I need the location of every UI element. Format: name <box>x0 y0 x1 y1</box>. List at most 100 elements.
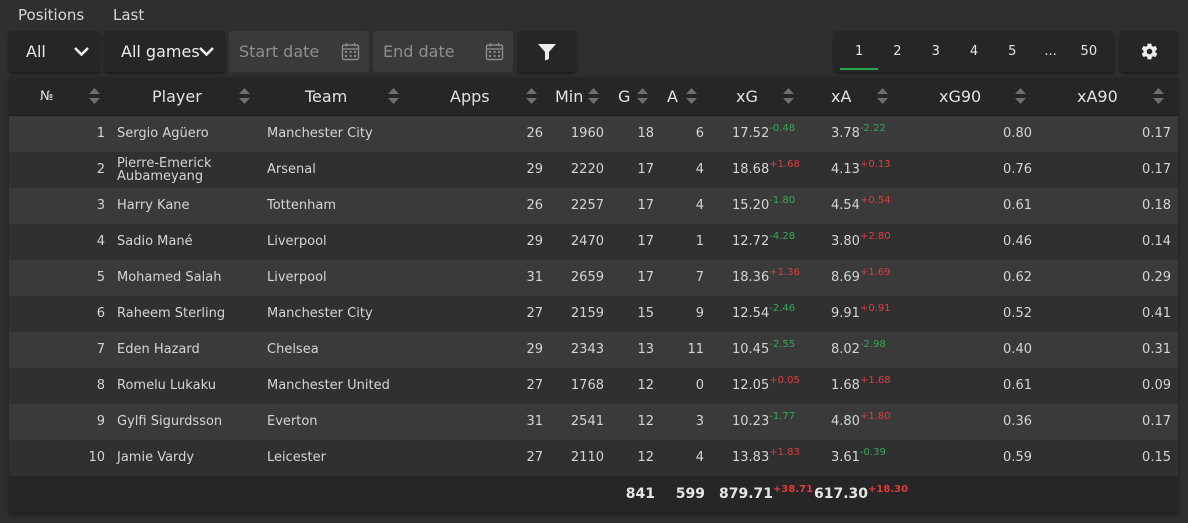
apps-value: 29 <box>526 162 543 177</box>
header-team[interactable]: Team <box>305 87 348 106</box>
header-xa[interactable]: xA <box>831 87 852 106</box>
min-value: 2257 <box>570 198 604 213</box>
sort-icon[interactable] <box>525 87 538 105</box>
player-name[interactable]: Harry Kane <box>117 198 190 213</box>
start-date-field[interactable]: Start date <box>229 31 369 72</box>
page-button[interactable]: 4 <box>969 44 979 59</box>
xa-delta: +2.80 <box>859 231 891 242</box>
player-name[interactable]: Jamie Vardy <box>117 450 195 465</box>
xg-delta: -4.28 <box>769 231 796 242</box>
team-name[interactable]: Tottenham <box>267 198 336 213</box>
nav-last[interactable]: Last <box>113 6 145 24</box>
xa90-value: 0.18 <box>1142 198 1171 213</box>
player-name[interactable]: Gylfi Sigurdsson <box>117 414 223 429</box>
xg-value: 18.68 <box>732 162 770 177</box>
filter-button[interactable] <box>518 31 576 72</box>
team-name[interactable]: Arsenal <box>267 162 316 177</box>
total-g: 841 <box>625 486 655 502</box>
xa90-value: 0.14 <box>1142 234 1171 249</box>
xa-delta: +1.68 <box>859 375 891 386</box>
header-a[interactable]: A <box>667 87 678 106</box>
page-button[interactable]: 50 <box>1080 44 1098 59</box>
xg-cell: 18.36+1.36 <box>732 260 800 296</box>
settings-button[interactable] <box>1120 31 1178 72</box>
sort-icon[interactable] <box>587 87 600 105</box>
player-name[interactable]: Romelu Lukaku <box>117 378 216 393</box>
xg-delta: -1.77 <box>769 411 796 422</box>
page-button[interactable]: 5 <box>1008 44 1017 59</box>
calendar-icon[interactable] <box>485 42 504 61</box>
table-row[interactable]: 6 Raheem Sterling Manchester City 27 2159 15 9… <box>9 296 1178 332</box>
table-row[interactable]: 2 Pierre-Emerick Aubameyang Arsenal 29 2220 1… <box>9 152 1178 188</box>
xa-cell: 3.80+2.80 <box>831 224 891 260</box>
xa-cell: 4.80+1.80 <box>831 404 891 440</box>
xa-delta: -2.22 <box>859 123 886 134</box>
table-row[interactable]: 4 Sadio Mané Liverpool 29 2470 17 1 12.72-4.28 3… <box>9 224 1178 260</box>
team-name[interactable]: Liverpool <box>267 234 327 249</box>
table-row[interactable]: 5 Mohamed Salah Liverpool 31 2659 17 7 18.36+1.… <box>9 260 1178 296</box>
header-xg90[interactable]: xG90 <box>939 87 982 106</box>
player-name[interactable]: Sadio Mané <box>117 234 193 249</box>
xg-cell: 12.72-4.28 <box>732 224 795 260</box>
page-ellipsis: ... <box>1044 44 1057 59</box>
sort-icon[interactable] <box>1014 87 1027 105</box>
team-name[interactable]: Everton <box>267 414 318 429</box>
sort-icon[interactable] <box>782 87 795 105</box>
team-name[interactable]: Manchester City <box>267 306 373 321</box>
table-row[interactable]: 8 Romelu Lukaku Manchester United 27 1768 12 0… <box>9 368 1178 404</box>
xg-value: 17.52 <box>732 126 770 141</box>
chevron-down-icon <box>199 47 214 57</box>
table-row[interactable]: 3 Harry Kane Tottenham 26 2257 17 4 15.20-1.80 4… <box>9 188 1178 224</box>
assists-value: 1 <box>695 234 704 249</box>
page-button[interactable]: 3 <box>931 44 940 59</box>
table-row[interactable]: 9 Gylfi Sigurdsson Everton 31 2541 12 3 10.23-1… <box>9 404 1178 440</box>
header-min[interactable]: Min <box>555 87 584 106</box>
total-xg-value: 879.71 <box>719 486 774 502</box>
end-date-field[interactable]: End date <box>373 31 513 72</box>
page-button[interactable]: 2 <box>893 44 902 59</box>
header-player[interactable]: Player <box>152 87 202 106</box>
player-name[interactable]: Mohamed Salah <box>117 270 222 285</box>
xa-delta: -0.39 <box>859 447 886 458</box>
player-name[interactable]: Eden Hazard <box>117 342 200 357</box>
sort-icon[interactable] <box>685 87 698 105</box>
team-name[interactable]: Manchester City <box>267 126 373 141</box>
sort-icon[interactable] <box>876 87 889 105</box>
table-row[interactable]: 10 Jamie Vardy Leicester 27 2110 12 4 13.83+1.8… <box>9 440 1178 476</box>
player-name[interactable]: Sergio Agüero <box>117 126 209 141</box>
player-name[interactable]: Pierre-Emerick Aubameyang <box>117 156 212 184</box>
apps-value: 31 <box>526 414 543 429</box>
header-apps[interactable]: Apps <box>450 87 490 106</box>
min-value: 2343 <box>570 342 604 357</box>
sort-icon[interactable] <box>88 87 101 105</box>
header-g[interactable]: G <box>618 87 631 106</box>
page-button[interactable]: 1 <box>840 31 879 72</box>
sort-icon[interactable] <box>1152 87 1165 105</box>
apps-value: 29 <box>526 342 543 357</box>
games-select[interactable]: All games <box>104 31 225 72</box>
team-name[interactable]: Liverpool <box>267 270 327 285</box>
player-name[interactable]: Raheem Sterling <box>117 306 226 321</box>
header-xg[interactable]: xG <box>736 87 758 106</box>
assists-value: 4 <box>695 198 704 213</box>
sort-icon[interactable] <box>238 87 251 105</box>
xa-delta: -2.98 <box>859 339 886 350</box>
assists-value: 7 <box>695 270 704 285</box>
team-name[interactable]: Leicester <box>267 450 326 465</box>
calendar-icon[interactable] <box>341 42 360 61</box>
nav-positions[interactable]: Positions <box>18 6 85 24</box>
sort-icon[interactable] <box>387 87 400 105</box>
team-name[interactable]: Chelsea <box>267 342 319 357</box>
header-no[interactable]: № <box>40 89 54 104</box>
header-xa90[interactable]: xA90 <box>1077 87 1118 106</box>
row-number: 10 <box>88 450 105 465</box>
table-row[interactable]: 1 Sergio Agüero Manchester City 26 1960 18 6 17… <box>9 116 1178 152</box>
min-value: 1960 <box>570 126 604 141</box>
sort-icon[interactable] <box>636 87 649 105</box>
row-number: 3 <box>96 198 105 213</box>
xa-cell: 9.91+0.91 <box>831 296 891 332</box>
team-name[interactable]: Manchester United <box>267 378 390 393</box>
gear-icon <box>1141 43 1157 60</box>
table-row[interactable]: 7 Eden Hazard Chelsea 29 2343 13 11 10.45-2.55 8… <box>9 332 1178 368</box>
position-select[interactable]: All <box>9 31 100 72</box>
